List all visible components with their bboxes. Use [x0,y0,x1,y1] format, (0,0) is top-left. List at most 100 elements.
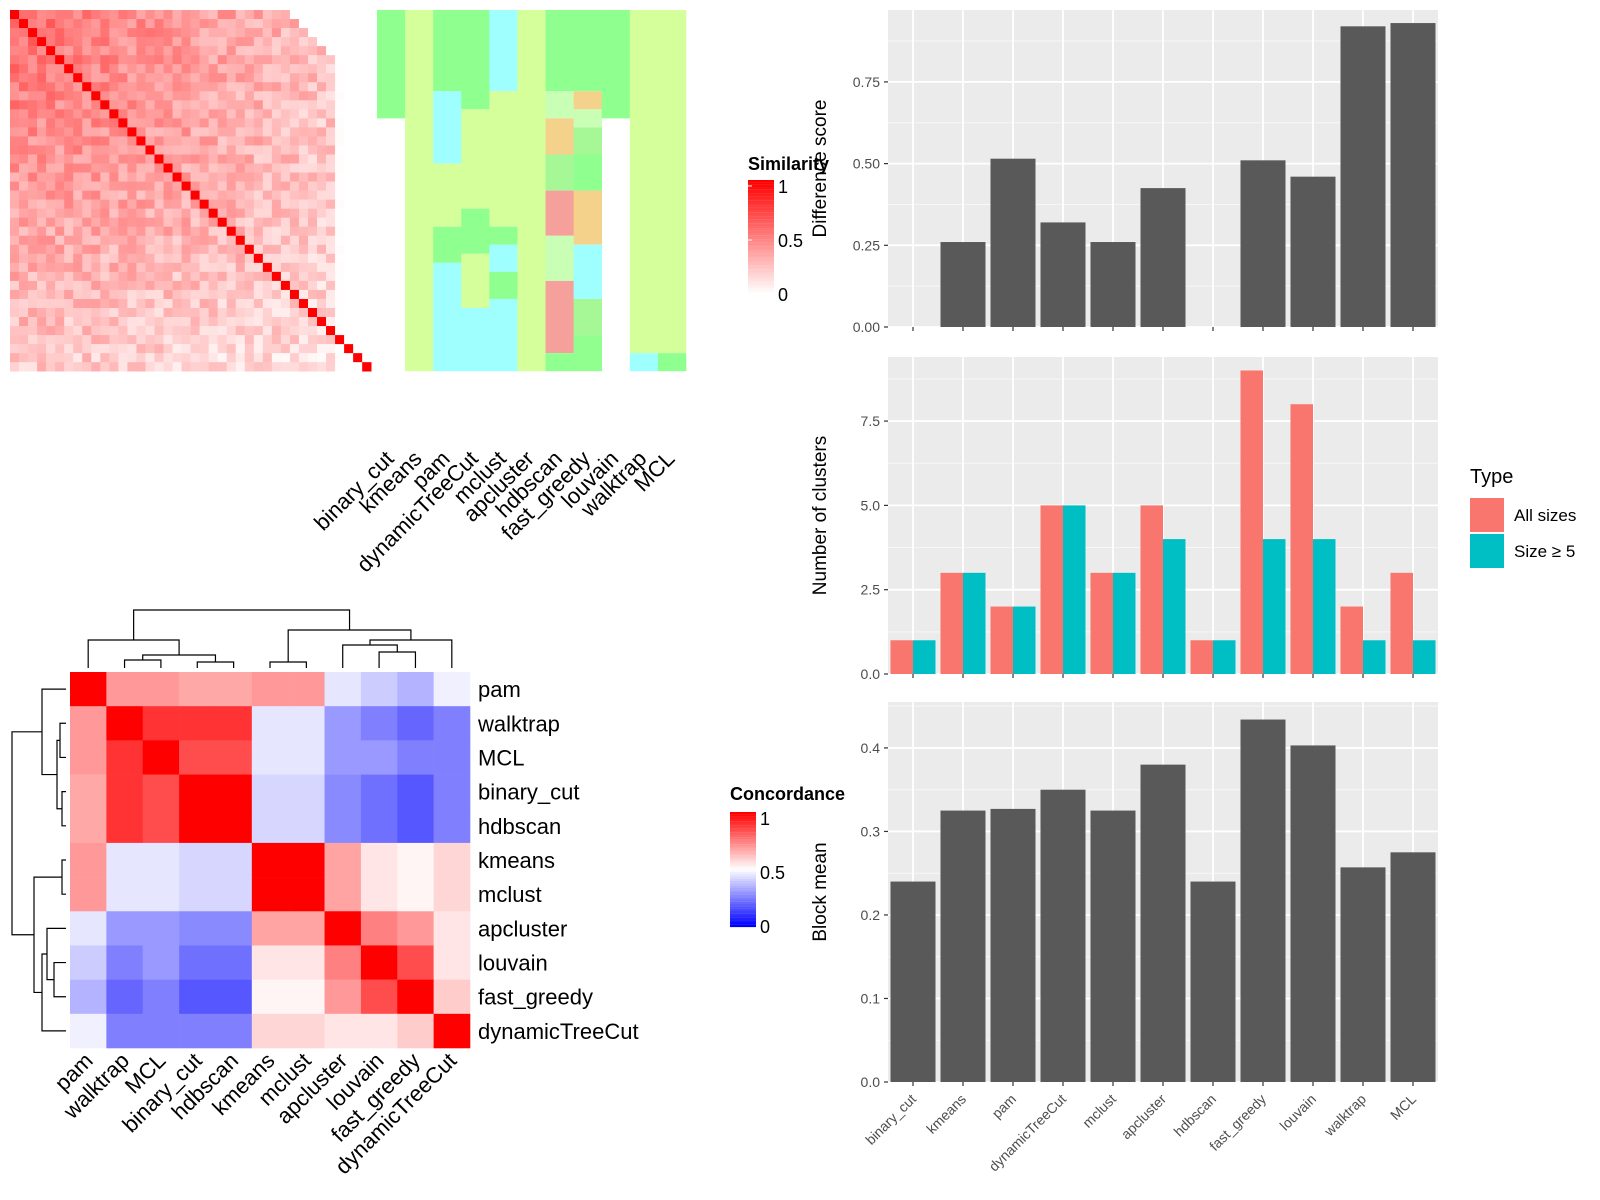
similarity-cell [154,298,164,309]
similarity-cell [317,154,327,164]
concordance-cell [142,842,180,878]
similarity-cell [100,154,110,164]
similarity-cell [136,362,146,372]
similarity-cell [118,100,128,110]
similarity-cell [154,199,164,209]
similarity-cell [10,37,20,47]
column-dendrogram-branch [123,659,162,668]
similarity-cell [37,289,47,300]
similarity-cell [335,362,345,372]
similarity-cell [10,109,20,119]
similarity-cell [199,353,209,363]
similarity-cell [235,226,246,237]
similarity-cell [172,335,182,345]
similarity-cell [317,73,327,83]
similarity-cell [118,19,128,29]
similarity-cell [100,82,110,92]
legend-gradient-step [748,186,774,190]
similarity-cell [344,73,354,83]
similarity-cell [136,163,146,173]
legend-gradient-step [730,869,756,872]
similarity-cell [362,136,372,146]
similarity-cell [145,46,155,56]
similarity-cell [317,226,327,237]
legend-gradient-step [748,285,774,289]
similarity-cell [344,109,354,119]
similarity-cell [253,37,264,47]
similarity-cell [326,253,336,264]
similarity-cell [28,154,38,164]
similarity-cell [181,317,191,327]
similarity-cell [298,208,309,218]
similarity-cell [190,19,200,29]
similarity-cell [145,244,155,255]
similarity-cell [190,226,200,237]
bar [1040,789,1086,1082]
similarity-cell [253,46,264,56]
similarity-cell [181,145,191,155]
similarity-cell [344,235,354,246]
similarity-cell [307,19,318,29]
similarity-cell [37,100,47,110]
similarity-cell [298,298,309,309]
similarity-cell [163,118,173,128]
similarity-cell [82,91,92,101]
concordance-cell [142,911,180,946]
legend-gradient-step [748,246,774,250]
similarity-cell [244,289,255,300]
similarity-cell [317,307,327,318]
similarity-cell [226,362,237,372]
similarity-cell [326,127,336,137]
similarity-cell [154,64,164,74]
similarity-cell [298,55,309,65]
similarity-cell [307,335,318,345]
similarity-cell [335,271,345,282]
legend-gradient-step [730,835,756,838]
similarity-cell [307,235,318,246]
similarity-cell [55,217,65,228]
bar-all-sizes [890,640,913,674]
similarity-cell [244,317,255,327]
similarity-cell [100,91,110,101]
similarity-cell [19,362,29,372]
similarity-cell [82,136,92,146]
similarity-cell [136,317,146,327]
y-tick-label: 5.0 [861,497,881,513]
similarity-cell [280,163,291,173]
similarity-cell [344,244,354,255]
similarity-cell [289,28,300,38]
similarity-cell [73,10,83,20]
similarity-cell [235,118,246,128]
legend-gradient-step [748,258,774,261]
similarity-cell [181,208,191,218]
similarity-cell [289,190,300,200]
similarity-cell [127,46,137,56]
similarity-cell [208,181,218,191]
similarity-cell [154,19,164,29]
similarity-cell [118,37,128,47]
similarity-cell [73,226,83,237]
bar [990,158,1036,327]
similarity-cell [181,226,191,237]
legend-title: Concordance [730,784,845,804]
y-tick-label: 0.25 [853,237,880,253]
similarity-cell [82,100,92,110]
similarity-cell [73,262,83,273]
similarity-cell [37,154,47,164]
similarity-cell [127,298,137,309]
similarity-cell [154,344,164,354]
similarity-cell [136,235,146,246]
similarity-cell [136,82,146,92]
similarity-cell [172,154,182,164]
similarity-cell [172,91,182,101]
membership-cell [573,109,603,128]
similarity-cell [55,145,65,155]
y-axis-label: Number of clusters [810,436,831,595]
similarity-cell [199,217,209,228]
similarity-cell [226,307,237,318]
similarity-cell [362,82,372,92]
similarity-cell [82,307,92,318]
similarity-cell [82,362,92,372]
similarity-cell [19,55,29,65]
similarity-cell [262,154,273,164]
